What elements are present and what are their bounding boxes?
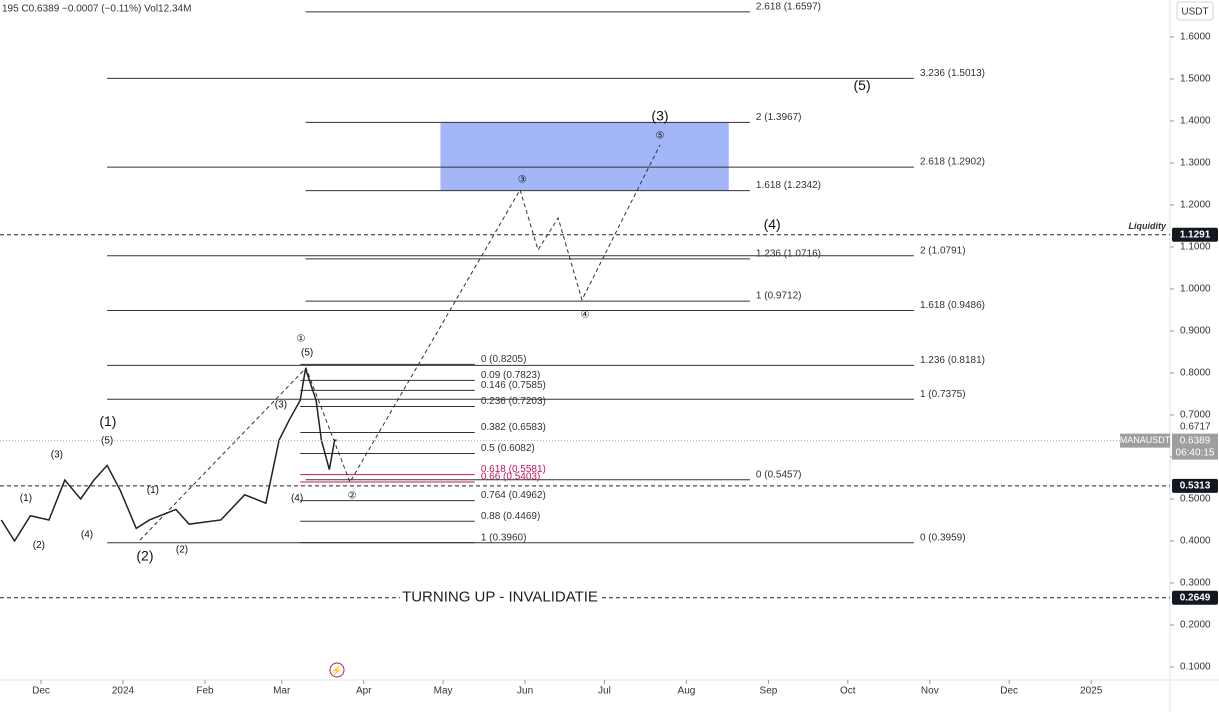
currency-box[interactable]	[1176, 1, 1214, 21]
y-tick-label: 1.5000	[1180, 74, 1211, 85]
symbol-tag-label: MANAUSDT	[1120, 435, 1171, 445]
wave-label: (2)	[176, 544, 188, 555]
fib-label: 1.236 (0.8181)	[920, 355, 985, 366]
fib-label: 0.764 (0.4962)	[481, 490, 546, 501]
x-tick-label: Jun	[517, 686, 533, 697]
fib-label: 0.66 (0.5403)	[481, 472, 541, 483]
wave-label: (5)	[101, 436, 113, 447]
fib-label: 0.5 (0.6082)	[481, 443, 535, 454]
projection	[139, 144, 661, 541]
fib-label: 0 (0.5457)	[756, 469, 802, 480]
x-tick-label: Dec	[1000, 686, 1018, 697]
y-tick-label: 0.1000	[1180, 662, 1211, 673]
fib-label: 1.618 (0.9486)	[920, 300, 985, 311]
price-tag	[1172, 478, 1218, 493]
fib-label: 1.236 (1.0716)	[756, 249, 821, 260]
symbol-tag	[1120, 433, 1170, 448]
y-tick-label: 0.9000	[1180, 326, 1211, 337]
price-tag-label: 1.1291	[1180, 229, 1211, 240]
fib-label: 1 (0.3960)	[481, 532, 527, 543]
wave-label: (1)	[99, 413, 116, 429]
wave-label: (1)	[20, 493, 32, 504]
fib-label: 2 (1.3967)	[756, 112, 802, 123]
x-tick-label: Apr	[356, 686, 372, 697]
wave-label: (5)	[854, 77, 871, 93]
y-tick-label: 1.0000	[1180, 284, 1211, 295]
price-line-text: Liquidity	[1129, 221, 1167, 231]
wave-label: (5)	[301, 347, 313, 358]
y-tick-label: 1.6000	[1180, 32, 1211, 43]
wave-label: (2)	[33, 540, 45, 551]
wave-label: (2)	[136, 548, 153, 564]
x-tick-label: Nov	[921, 686, 939, 697]
x-tick-label: Mar	[273, 686, 291, 697]
high-mark-label: 0.6717	[1180, 421, 1211, 432]
price-line-text: TURNING UP - INVALIDATIE	[402, 589, 598, 606]
wave-label: (3)	[275, 400, 287, 411]
fib-label: 0.88 (0.4469)	[481, 511, 541, 522]
y-tick-label: 0.7000	[1180, 410, 1211, 421]
y-tick-label: 1.1000	[1180, 242, 1211, 253]
x-tick-label: Jul	[598, 686, 611, 697]
last-price-tag	[1172, 433, 1218, 460]
y-tick-label: 0.5000	[1180, 494, 1211, 505]
wave-label: ②	[348, 491, 357, 502]
fib-label: 0 (0.3959)	[920, 532, 966, 543]
price-tag	[1172, 227, 1218, 242]
fib-label: 1 (0.9712)	[756, 291, 802, 302]
fib-label: 0.382 (0.6583)	[481, 422, 546, 433]
fib-label: 0.146 (0.7585)	[481, 380, 546, 391]
header: 195 C0.6389 −0.0007 (−0.11%) Vol12.34M	[2, 4, 191, 15]
event-icon[interactable]	[329, 662, 345, 678]
x-tick-label: Sep	[760, 686, 778, 697]
countdown: 06:40:15	[1176, 447, 1215, 458]
fib-label: 1 (0.7375)	[920, 389, 966, 400]
x-tick-label: Aug	[678, 686, 696, 697]
fib-label: 3.236 (1.5013)	[920, 68, 985, 79]
y-tick-label: 1.2000	[1180, 200, 1211, 211]
fib-label: 2.618 (1.2902)	[920, 157, 985, 168]
fib-label: 1.618 (1.2342)	[756, 180, 821, 191]
x-tick-label: Feb	[196, 686, 214, 697]
last-price-label: 0.6389	[1180, 435, 1211, 446]
fib-label: 2 (1.0791)	[920, 245, 966, 256]
x-tick-label: 2024	[112, 686, 135, 697]
wave-label: (1)	[147, 485, 159, 496]
wave-label: (4)	[291, 493, 303, 504]
x-tick-label: Dec	[32, 686, 50, 697]
price-line-text-bg	[400, 588, 600, 607]
x-tick-label: Oct	[840, 686, 856, 697]
price-line-series	[0, 368, 338, 543]
wave-label: ⑤	[656, 131, 665, 142]
price-tag-label: 0.5313	[1180, 480, 1211, 491]
y-tick-label: 1.4000	[1180, 116, 1211, 127]
wave-label: ③	[518, 174, 527, 185]
wave-label: (4)	[81, 530, 93, 541]
fib-label: 0.618 (0.5581)	[481, 464, 546, 475]
fib-label: 0.09 (0.7823)	[481, 370, 541, 381]
price-tag	[1172, 590, 1218, 605]
price-tag-label: 0.2649	[1180, 592, 1211, 603]
fib-label: 0.236 (0.7203)	[481, 396, 546, 407]
y-tick-label: 1.3000	[1180, 158, 1211, 169]
wave-label: ④	[581, 310, 590, 321]
x-tick-label: May	[434, 686, 453, 697]
wave-label: (4)	[764, 216, 781, 232]
fib-label: 0 (0.8205)	[481, 354, 527, 365]
wave-label: (3)	[51, 450, 63, 461]
wave-label: (3)	[651, 107, 668, 123]
wave-label: ①	[297, 334, 306, 345]
x-tick-label: 2025	[1080, 686, 1103, 697]
currency: USDT	[1181, 7, 1208, 18]
y-tick-label: 0.8000	[1180, 368, 1211, 379]
y-tick-label: 0.4000	[1180, 536, 1211, 547]
y-tick-label: 0.2000	[1180, 620, 1211, 631]
y-tick-label: 0.3000	[1180, 578, 1211, 589]
fib-label: 2.618 (1.6597)	[756, 2, 821, 13]
event-icon-glyph: ⚡	[331, 664, 342, 676]
target-zone	[440, 122, 729, 191]
